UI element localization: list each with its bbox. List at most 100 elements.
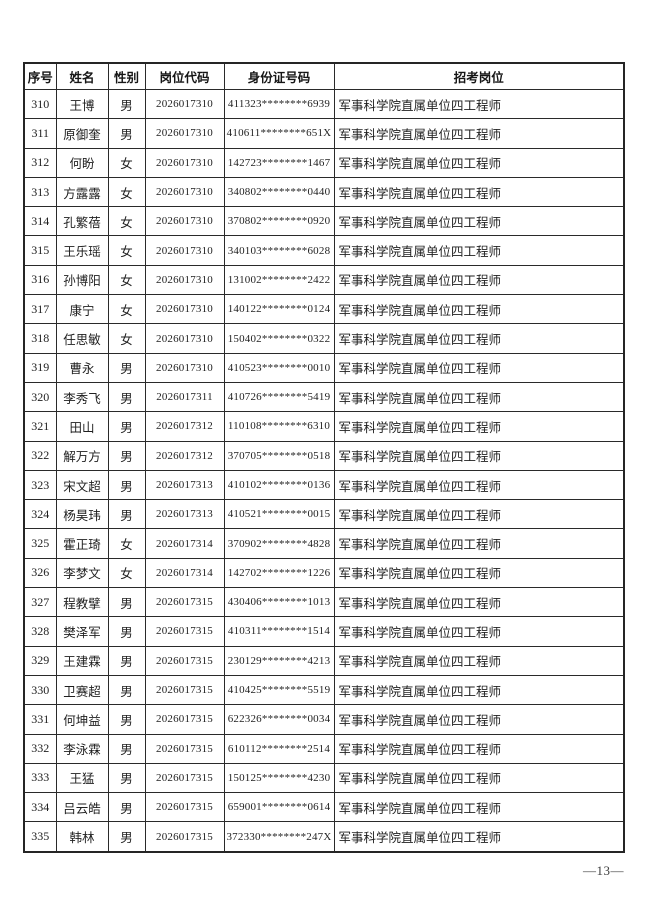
cell-id-number: 372330********247X <box>223 821 335 853</box>
table-row: 328 樊泽军男 2026017315 410311********1514 军事科学院… <box>23 616 625 647</box>
cell-position-code: 2026017310 <box>144 88 225 120</box>
table-row: 335 韩林男 2026017315 372330********247X 军事科学院直… <box>23 821 625 853</box>
cell-index: 313 <box>23 176 57 208</box>
cell-name: 孔繁蓓 <box>55 206 109 237</box>
header-cell-gender: 性别 <box>107 62 146 90</box>
cell-gender: 男 <box>107 645 146 676</box>
cell-position-title: 军事科学院直属单位四工程师 <box>333 645 625 676</box>
cell-index: 320 <box>23 381 57 413</box>
cell-position-title: 军事科学院直属单位四工程师 <box>333 587 625 618</box>
cell-gender: 女 <box>107 323 146 354</box>
cell-position-title: 军事科学院直属单位四工程师 <box>333 323 625 354</box>
cell-position-code: 2026017311 <box>144 381 225 413</box>
cell-name: 康宁 <box>55 294 109 325</box>
cell-gender: 男 <box>107 821 146 853</box>
cell-index: 315 <box>23 235 57 266</box>
cell-position-code: 2026017310 <box>144 206 225 237</box>
cell-position-title: 军事科学院直属单位四工程师 <box>333 674 625 706</box>
cell-position-code: 2026017313 <box>144 469 225 501</box>
cell-gender: 男 <box>107 587 146 618</box>
cell-id-number: 410311********1514 <box>223 616 335 647</box>
page-number: —13— <box>583 863 624 878</box>
cell-position-title: 军事科学院直属单位四工程师 <box>333 762 625 794</box>
cell-gender: 男 <box>107 762 146 794</box>
header-cell-id-number: 身份证号码 <box>223 62 335 90</box>
table-row: 331 何坤益男 2026017315 622326********0034 军事科学院… <box>23 704 625 735</box>
cell-gender: 女 <box>107 264 146 296</box>
cell-position-title: 军事科学院直属单位四工程师 <box>333 440 625 471</box>
cell-name: 孙博阳 <box>55 264 109 296</box>
table-body: 310 王博男 2026017310 411323********6939 军事科学院直… <box>23 88 625 853</box>
cell-id-number: 622326********0034 <box>223 704 335 735</box>
cell-gender: 男 <box>107 88 146 120</box>
cell-position-code: 2026017315 <box>144 762 225 794</box>
cell-index: 310 <box>23 88 57 120</box>
cell-id-number: 430406********1013 <box>223 587 335 618</box>
table-row: 318 任思敏女 2026017310 150402********0322 军事科学院… <box>23 323 625 354</box>
cell-gender: 男 <box>107 381 146 413</box>
cell-position-code: 2026017310 <box>144 235 225 266</box>
header-cell-name: 姓名 <box>55 62 109 90</box>
cell-id-number: 150402********0322 <box>223 323 335 354</box>
cell-position-title: 军事科学院直属单位四工程师 <box>333 792 625 823</box>
table-row: 333 王猛男 2026017315 150125********4230 军事科学院直… <box>23 762 625 794</box>
cell-position-code: 2026017310 <box>144 118 225 149</box>
cell-gender: 男 <box>107 118 146 149</box>
cell-index: 332 <box>23 733 57 764</box>
cell-position-code: 2026017313 <box>144 499 225 530</box>
cell-gender: 男 <box>107 704 146 735</box>
cell-position-title: 军事科学院直属单位四工程师 <box>333 235 625 266</box>
cell-id-number: 370705********0518 <box>223 440 335 471</box>
cell-gender: 男 <box>107 616 146 647</box>
cell-name: 何盼 <box>55 147 109 178</box>
cell-position-code: 2026017314 <box>144 528 225 559</box>
cell-position-code: 2026017310 <box>144 323 225 354</box>
cell-id-number: 410611********651X <box>223 118 335 149</box>
cell-id-number: 410726********5419 <box>223 381 335 413</box>
cell-name: 曹永 <box>55 352 109 383</box>
candidate-table: 序号 姓名 性别 岗位代码 身份证号码 招考岗位 310 王博男 202601731… <box>23 62 625 853</box>
cell-id-number: 659001********0614 <box>223 792 335 823</box>
cell-position-code: 2026017312 <box>144 411 225 442</box>
cell-position-code: 2026017314 <box>144 557 225 589</box>
table-row: 316 孙博阳女 2026017310 131002********2422 军事科学院… <box>23 264 625 296</box>
cell-index: 312 <box>23 147 57 178</box>
cell-index: 317 <box>23 294 57 325</box>
table-row: 329 王建霖男 2026017315 230129********4213 军事科学院… <box>23 645 625 676</box>
table-row: 313 方露露女 2026017310 340802********0440 军事科学院… <box>23 176 625 208</box>
cell-gender: 男 <box>107 411 146 442</box>
cell-id-number: 410521********0015 <box>223 499 335 530</box>
cell-index: 314 <box>23 206 57 237</box>
cell-position-title: 军事科学院直属单位四工程师 <box>333 411 625 442</box>
table-row: 314 孔繁蓓女 2026017310 370802********0920 军事科学院… <box>23 206 625 237</box>
cell-position-title: 军事科学院直属单位四工程师 <box>333 381 625 413</box>
cell-index: 331 <box>23 704 57 735</box>
cell-name: 吕云皓 <box>55 792 109 823</box>
cell-gender: 男 <box>107 469 146 501</box>
cell-gender: 女 <box>107 176 146 208</box>
cell-id-number: 370802********0920 <box>223 206 335 237</box>
table-row: 330 卫赛超男 2026017315 410425********5519 军事科学院… <box>23 674 625 706</box>
cell-name: 李梦文 <box>55 557 109 589</box>
cell-id-number: 340103********6028 <box>223 235 335 266</box>
cell-index: 316 <box>23 264 57 296</box>
table-row: 310 王博男 2026017310 411323********6939 军事科学院直… <box>23 88 625 120</box>
cell-name: 霍正琦 <box>55 528 109 559</box>
cell-id-number: 370902********4828 <box>223 528 335 559</box>
table-row: 312 何盼女 2026017310 142723********1467 军事科学院直… <box>23 147 625 178</box>
cell-id-number: 142702********1226 <box>223 557 335 589</box>
cell-position-title: 军事科学院直属单位四工程师 <box>333 704 625 735</box>
cell-index: 334 <box>23 792 57 823</box>
cell-gender: 女 <box>107 147 146 178</box>
cell-id-number: 150125********4230 <box>223 762 335 794</box>
table-row: 315 王乐瑶女 2026017310 340103********6028 军事科学院… <box>23 235 625 266</box>
cell-id-number: 411323********6939 <box>223 88 335 120</box>
cell-id-number: 110108********6310 <box>223 411 335 442</box>
cell-name: 宋文超 <box>55 469 109 501</box>
cell-position-code: 2026017315 <box>144 645 225 676</box>
cell-index: 322 <box>23 440 57 471</box>
cell-position-code: 2026017315 <box>144 704 225 735</box>
cell-gender: 男 <box>107 352 146 383</box>
cell-position-title: 军事科学院直属单位四工程师 <box>333 147 625 178</box>
cell-index: 318 <box>23 323 57 354</box>
